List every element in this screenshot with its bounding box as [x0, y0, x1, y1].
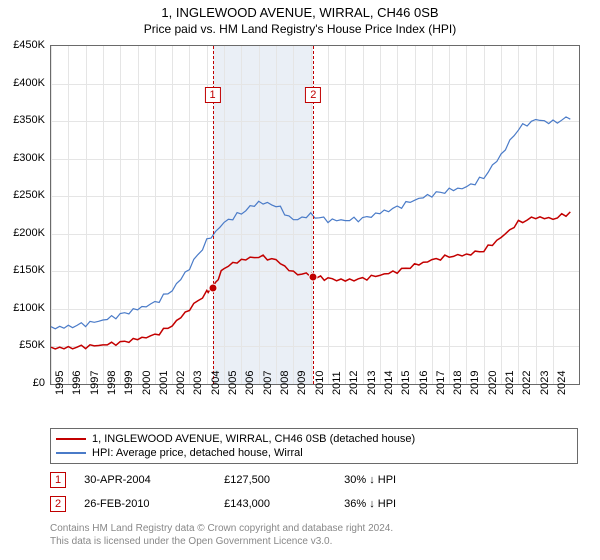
chart-title: 1, INGLEWOOD AVENUE, WIRRAL, CH46 0SB [0, 0, 600, 20]
x-tick-label: 2009 [296, 371, 308, 395]
x-tick-label: 1995 [54, 371, 66, 395]
marker-label: 1 [204, 87, 220, 103]
transaction-badge: 1 [50, 472, 66, 488]
y-tick-label: £100K [13, 302, 45, 314]
marker-dot [208, 284, 217, 293]
legend-swatch [56, 452, 86, 454]
x-tick-label: 2008 [279, 371, 291, 395]
chart-subtitle: Price paid vs. HM Land Registry's House … [0, 20, 600, 36]
transaction-price: £127,500 [224, 474, 344, 486]
x-tick-label: 2005 [227, 371, 239, 395]
y-tick-label: £250K [13, 189, 45, 201]
x-tick-label: 2017 [435, 371, 447, 395]
x-tick-label: 1999 [123, 371, 135, 395]
y-tick-label: £0 [33, 377, 45, 389]
legend-item: HPI: Average price, detached house, Wirr… [56, 446, 572, 460]
x-tick-label: 2012 [348, 371, 360, 395]
x-tick-label: 2013 [366, 371, 378, 395]
x-tick-label: 2002 [175, 371, 187, 395]
marker-label: 2 [305, 87, 321, 103]
y-tick-label: £400K [13, 77, 45, 89]
legend: 1, INGLEWOOD AVENUE, WIRRAL, CH46 0SB (d… [50, 428, 578, 464]
x-tick-label: 2022 [521, 371, 533, 395]
footer-text: Contains HM Land Registry data © Crown c… [50, 522, 580, 548]
x-tick-label: 2007 [262, 371, 274, 395]
transaction-badge: 2 [50, 496, 66, 512]
transaction-row: 2 26-FEB-2010 £143,000 36% ↓ HPI [50, 496, 580, 512]
x-tick-label: 2003 [192, 371, 204, 395]
x-tick-label: 2010 [314, 371, 326, 395]
y-tick-label: £200K [13, 227, 45, 239]
legend-swatch [56, 438, 86, 440]
footer-line: Contains HM Land Registry data © Crown c… [50, 522, 580, 535]
x-tick-label: 1996 [71, 371, 83, 395]
x-tick-label: 1998 [106, 371, 118, 395]
marker-dot [309, 272, 318, 281]
footer-line: This data is licensed under the Open Gov… [50, 535, 580, 548]
chart-container: 1, INGLEWOOD AVENUE, WIRRAL, CH46 0SB Pr… [0, 0, 600, 560]
x-tick-label: 1997 [89, 371, 101, 395]
legend-label: 1, INGLEWOOD AVENUE, WIRRAL, CH46 0SB (d… [92, 433, 415, 445]
transaction-delta: 30% ↓ HPI [344, 474, 396, 486]
transaction-date: 30-APR-2004 [84, 474, 224, 486]
x-tick-label: 2014 [383, 371, 395, 395]
x-tick-label: 2024 [556, 371, 568, 395]
y-tick-label: £150K [13, 264, 45, 276]
x-tick-label: 2006 [244, 371, 256, 395]
x-tick-label: 2016 [418, 371, 430, 395]
transaction-date: 26-FEB-2010 [84, 498, 224, 510]
legend-label: HPI: Average price, detached house, Wirr… [92, 447, 303, 459]
x-tick-label: 2020 [487, 371, 499, 395]
x-tick-label: 2021 [504, 371, 516, 395]
x-tick-label: 2019 [469, 371, 481, 395]
y-tick-label: £50K [19, 339, 45, 351]
transaction-delta: 36% ↓ HPI [344, 498, 396, 510]
y-tick-label: £350K [13, 114, 45, 126]
x-tick-label: 2023 [539, 371, 551, 395]
transaction-price: £143,000 [224, 498, 344, 510]
y-tick-label: £300K [13, 152, 45, 164]
legend-item: 1, INGLEWOOD AVENUE, WIRRAL, CH46 0SB (d… [56, 432, 572, 446]
x-tick-label: 2015 [400, 371, 412, 395]
x-tick-label: 2001 [158, 371, 170, 395]
plot-area: 12 [50, 45, 580, 385]
x-tick-label: 2018 [452, 371, 464, 395]
transaction-row: 1 30-APR-2004 £127,500 30% ↓ HPI [50, 472, 580, 488]
x-tick-label: 2004 [210, 371, 222, 395]
y-tick-label: £450K [13, 39, 45, 51]
x-tick-label: 2000 [141, 371, 153, 395]
x-tick-label: 2011 [331, 371, 343, 395]
series-hpi [51, 117, 570, 329]
